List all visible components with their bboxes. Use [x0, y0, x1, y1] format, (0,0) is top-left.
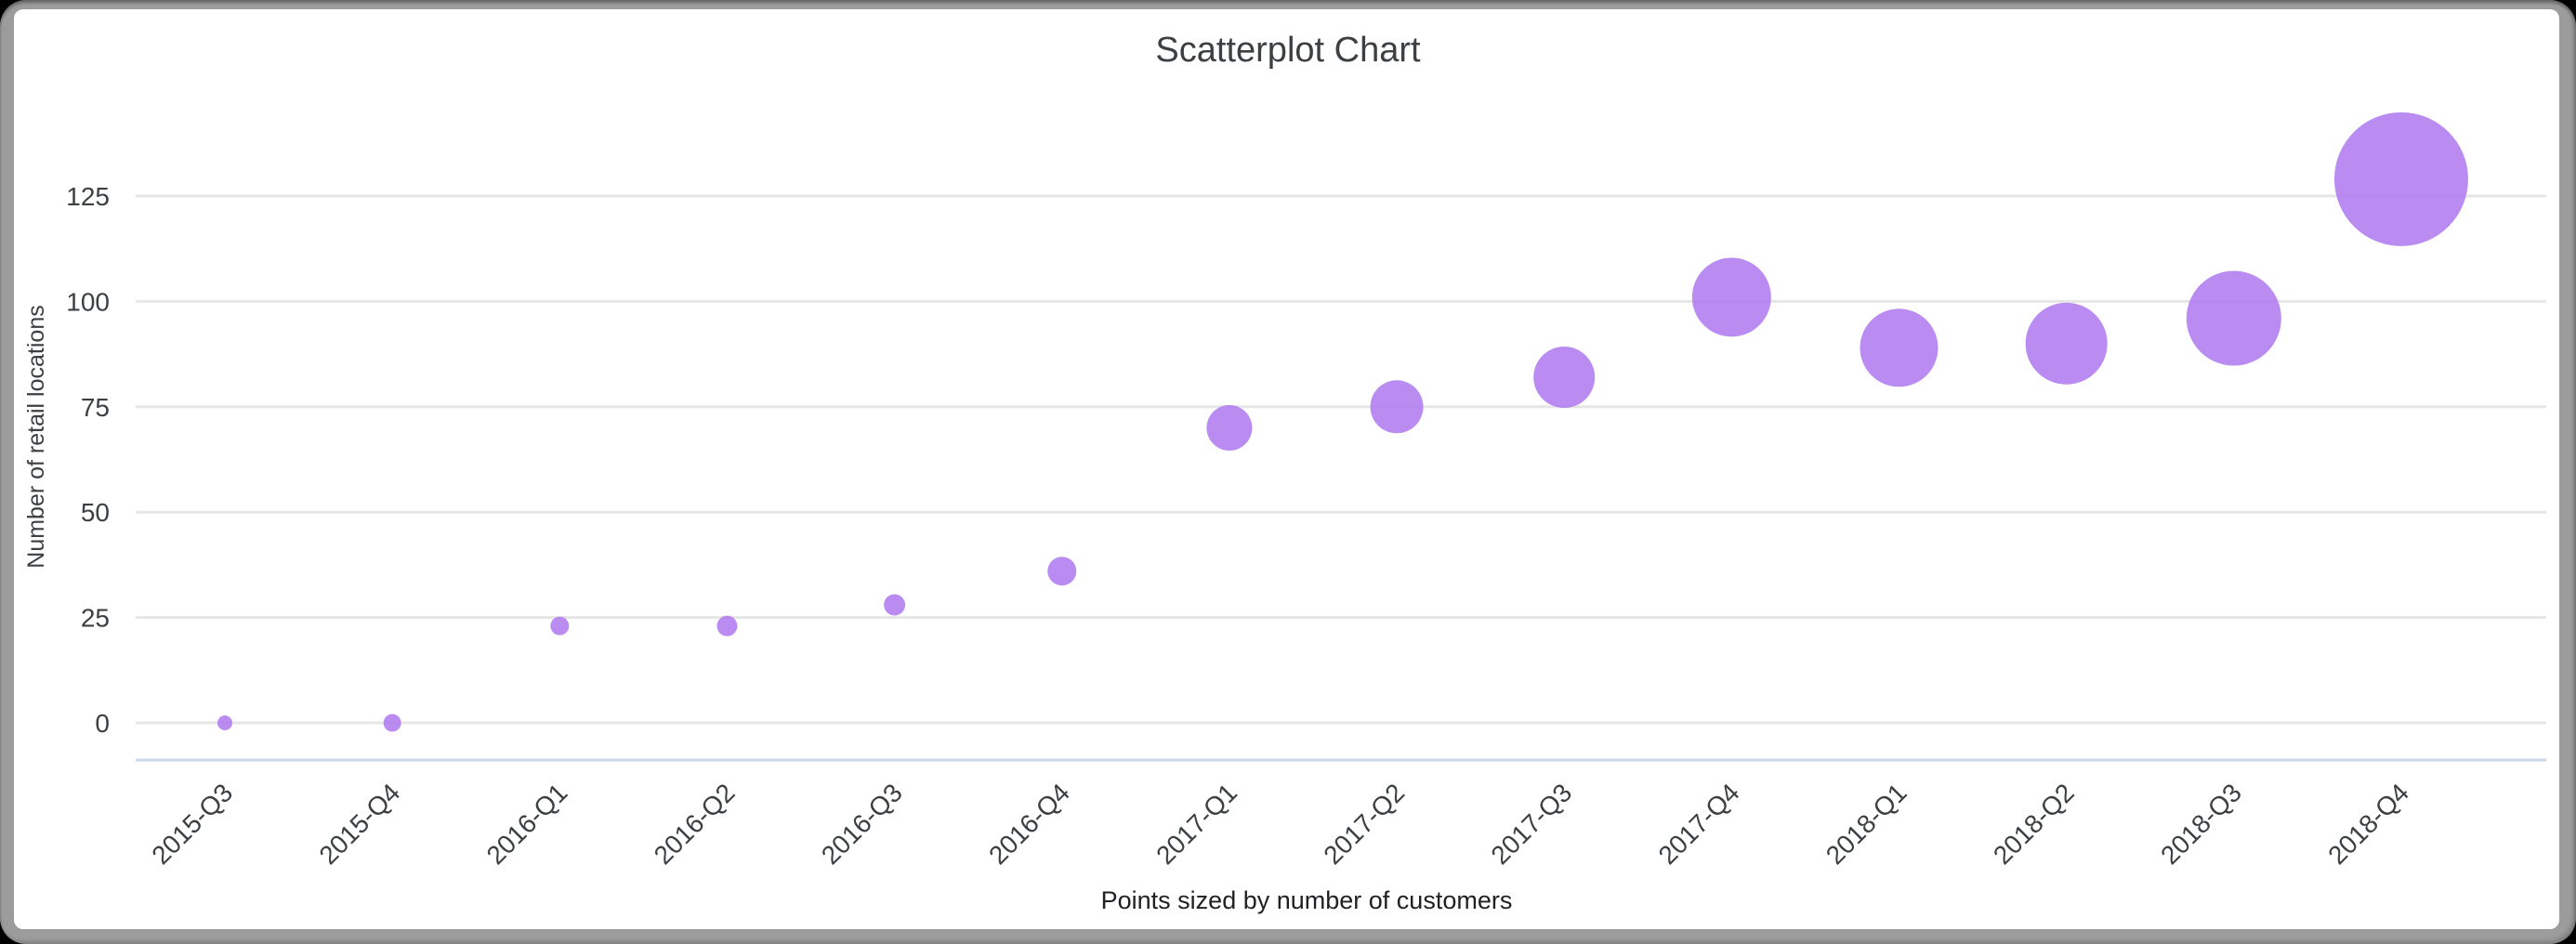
scatter-points [217, 111, 2468, 732]
x-tick-label: 2018-Q3 [2155, 778, 2247, 870]
chart-card [14, 9, 2559, 929]
x-tick-label: 2017-Q1 [1150, 778, 1242, 870]
scatter-point[interactable] [2025, 302, 2108, 385]
scatter-point[interactable] [1370, 380, 1424, 434]
scatter-point[interactable] [1206, 404, 1253, 451]
scatter-point[interactable] [1860, 308, 1939, 387]
x-tick-label: 2017-Q3 [1485, 778, 1577, 870]
scatter-point[interactable] [884, 594, 906, 616]
x-tick-label: 2016-Q3 [816, 778, 908, 870]
y-tick-label: 0 [95, 709, 110, 738]
gridlines [136, 194, 2546, 725]
y-tick-label: 25 [81, 604, 110, 633]
x-tick-label: 2018-Q1 [1820, 778, 1912, 870]
x-tick-label: 2016-Q2 [649, 778, 741, 870]
y-tick-label: 50 [81, 498, 110, 527]
x-axis-tick-labels: 2015-Q3 2015-Q4 2016-Q1 2016-Q2 2016-Q3 2016-… [146, 778, 2414, 870]
x-tick-label: 2017-Q4 [1653, 778, 1745, 870]
x-tick-label: 2017-Q2 [1318, 778, 1410, 870]
x-tick-label: 2018-Q2 [1988, 778, 2080, 870]
y-axis-title: Number of retail locations [23, 305, 49, 568]
x-tick-label: 2016-Q4 [983, 778, 1075, 870]
x-tick-label: 2018-Q4 [2322, 778, 2414, 870]
scatter-point[interactable] [1047, 557, 1077, 586]
scatter-point[interactable] [383, 714, 401, 732]
x-axis-title: Points sized by number of customers [1101, 886, 1513, 914]
y-tick-label: 125 [66, 182, 110, 211]
y-tick-label: 100 [66, 287, 110, 316]
scatter-point[interactable] [217, 715, 232, 730]
x-tick-label: 2016-Q1 [481, 778, 573, 870]
scatter-point[interactable] [2186, 270, 2281, 366]
scatter-point[interactable] [550, 616, 570, 636]
x-tick-label: 2015-Q3 [146, 778, 238, 870]
scatter-point[interactable] [1533, 347, 1596, 409]
x-tick-label: 2015-Q4 [313, 778, 405, 870]
scatter-point[interactable] [2333, 111, 2468, 246]
chart-title: Scatterplot Chart [1155, 31, 1421, 70]
y-axis-tick-labels: 0 25 50 75 100 125 [66, 182, 110, 738]
scatter-point[interactable] [1691, 257, 1771, 337]
y-tick-label: 75 [81, 393, 110, 422]
scatter-point[interactable] [716, 615, 738, 636]
